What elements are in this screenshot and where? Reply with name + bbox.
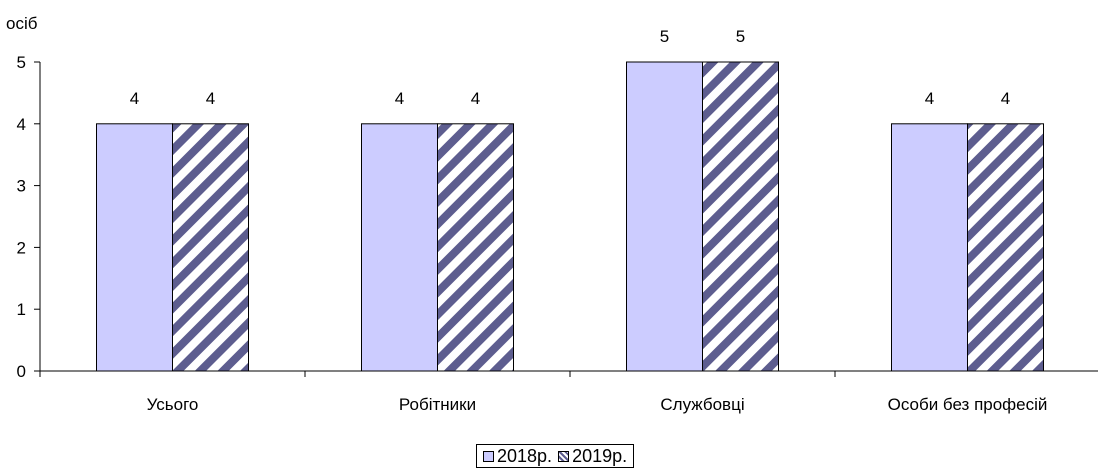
bar-value-label: 4 [395,89,404,108]
bar-2018р. [626,61,703,372]
legend-swatch-2018 [483,450,494,462]
bars [96,61,1044,372]
bar-2019р. [437,123,514,372]
bar-value-label: 5 [660,27,669,46]
bar-2019р. [702,61,779,372]
y-tick-label: 5 [17,53,26,72]
bar-value-label: 4 [1001,89,1010,108]
bar-2018р. [361,123,438,372]
bar-2019р. [967,123,1044,372]
bar-value-label: 4 [471,89,480,108]
bar-value-label: 4 [130,89,139,108]
labels: Усього 4 4 Робітники 4 4 Службовці 5 5 Особи без … [130,27,1048,414]
legend: 2018р. 2019р. [476,444,635,468]
bar-value-label: 5 [736,27,745,46]
bar-2019р. [172,123,249,372]
bar-value-label: 4 [206,89,215,108]
bar-2018р. [96,123,173,372]
x-category-label: Усього [147,395,199,414]
legend-item-2018: 2018р. [483,446,552,467]
y-axis-unit-label: осіб [6,14,38,33]
legend-swatch-2019 [558,450,570,462]
bar-value-label: 4 [925,89,934,108]
x-category-label: Службовці [660,395,744,414]
y-tick-label: 1 [17,300,26,319]
y-tick-label: 0 [17,362,26,381]
bar-2018р. [891,123,968,372]
legend-item-2019: 2019р. [558,446,627,467]
legend-label-2019: 2019р. [572,445,628,466]
y-tick-label: 4 [17,115,26,134]
bar-chart: 0 1 2 3 4 5 Усього 4 4 Робітники 4 4 Службовці 5 5 Осо… [17,27,1098,414]
legend-label-2018: 2018р. [497,445,553,466]
x-category-label: Особи без професій [888,395,1048,414]
y-tick-label: 3 [17,177,26,196]
x-category-label: Робітники [399,395,476,414]
y-tick-label: 2 [17,238,26,257]
